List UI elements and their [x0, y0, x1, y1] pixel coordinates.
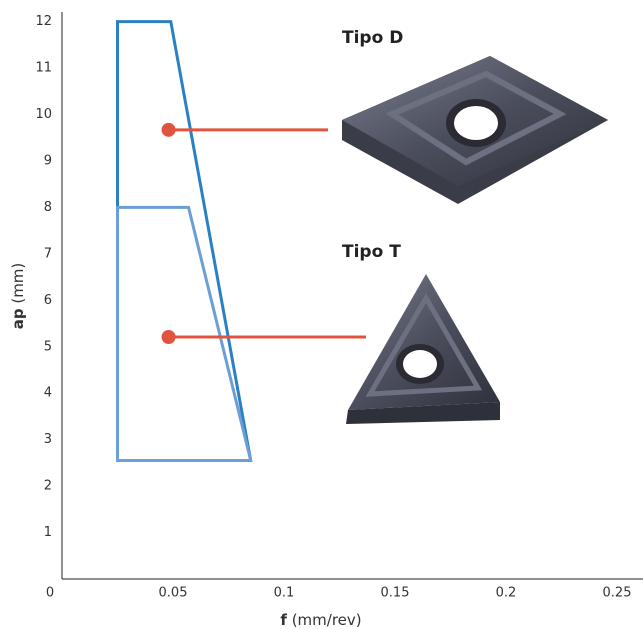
x-tick-label: 0	[46, 586, 54, 601]
legend-label: Tipo T	[342, 242, 401, 262]
y-tick-label: 12	[35, 14, 52, 29]
y-tick-label: 3	[44, 432, 52, 447]
insert-d-image	[342, 56, 608, 204]
y-tick-label: 4	[44, 386, 52, 401]
y-axis-label: ap (mm)	[9, 263, 27, 330]
x-tick-label: 0.05	[159, 586, 188, 601]
y-tick-label: 10	[35, 107, 52, 122]
x-tick-label: 0.15	[381, 586, 410, 601]
y-tick-label: 9	[44, 153, 52, 168]
y-tick-label: 1	[44, 525, 52, 540]
callout-marker	[162, 330, 176, 344]
y-tick-label: 2	[44, 479, 52, 494]
y-tick-label: 6	[44, 293, 52, 308]
legend-label: Tipo D	[342, 28, 403, 48]
y-label-symbol: ap	[9, 308, 27, 329]
application-area	[118, 207, 251, 460]
insert-t-image	[346, 274, 500, 424]
callout-marker	[162, 123, 176, 137]
y-tick-label: 7	[44, 246, 52, 261]
y-tick-label: 11	[35, 61, 52, 76]
application-area	[118, 22, 251, 461]
x-tick-label: 0.2	[496, 586, 517, 601]
x-label-symbol: f	[280, 611, 287, 629]
x-tick-label: 0.1	[274, 586, 295, 601]
chart: f (mm/rev) ap (mm) 00.050.10.150.20.2512…	[0, 0, 643, 629]
y-label-unit: (mm)	[9, 263, 27, 304]
x-label-unit: (mm/rev)	[292, 611, 362, 629]
x-axis-label: f (mm/rev)	[280, 611, 361, 629]
y-tick-label: 8	[44, 200, 52, 215]
x-tick-label: 0.25	[603, 586, 632, 601]
y-tick-label: 5	[44, 339, 52, 354]
